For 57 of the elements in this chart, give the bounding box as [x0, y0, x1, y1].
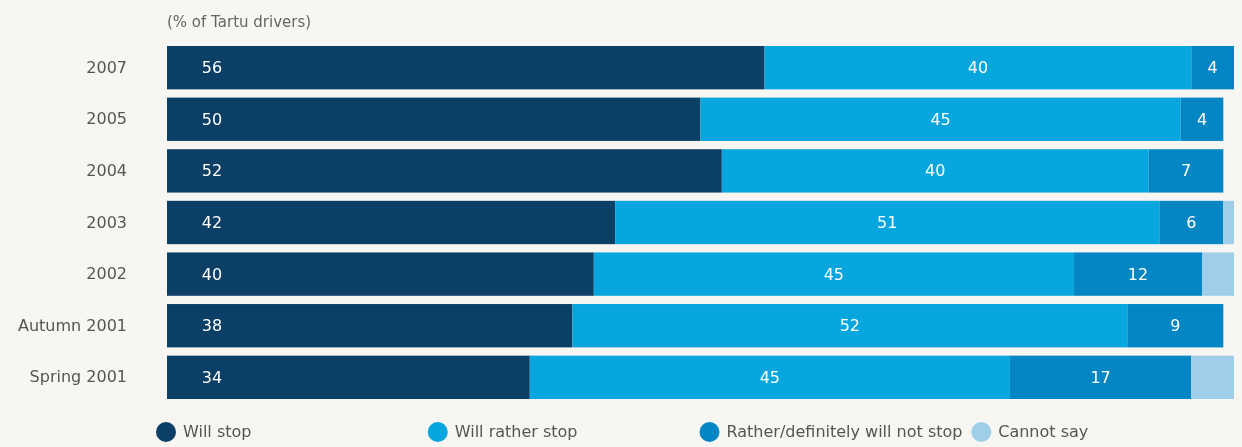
data-label: 45	[930, 109, 951, 129]
data-label: 7	[1180, 161, 1192, 181]
data-label: 34	[201, 367, 223, 387]
bar	[615, 200, 1160, 245]
bar	[593, 252, 1074, 296]
data-label: 12	[1127, 264, 1149, 284]
bar	[764, 46, 1192, 90]
bar	[1159, 200, 1224, 245]
chart-subtitle: (% of Tartu drivers)	[167, 13, 312, 31]
legend-label: Will stop	[183, 422, 252, 441]
y-tick-label: Autumn 2001	[17, 315, 127, 335]
bar	[1191, 355, 1234, 399]
bar	[1073, 252, 1202, 296]
bar	[167, 355, 530, 399]
data-label: 38	[201, 316, 223, 336]
y-tick-label: 2005	[86, 109, 127, 129]
bar	[167, 200, 616, 245]
data-label: 4	[1196, 109, 1208, 129]
y-tick-label: 2007	[86, 57, 127, 77]
bar	[721, 149, 1149, 193]
y-tick-label: 2002	[86, 264, 127, 284]
bar	[167, 149, 722, 193]
bar	[1009, 355, 1192, 399]
y-tick-label: 2004	[86, 161, 127, 181]
data-label: 9	[1170, 316, 1181, 336]
legend-label: Rather/definitely will not stop	[726, 422, 963, 441]
data-label: 51	[877, 213, 898, 233]
y-tick-label: Spring 2001	[29, 367, 127, 387]
bar	[167, 97, 701, 141]
bar	[1148, 149, 1224, 193]
bar	[167, 46, 765, 90]
bar	[167, 304, 573, 348]
data-label: 4	[1207, 58, 1218, 78]
data-label: 45	[823, 264, 845, 284]
bar	[1180, 97, 1224, 141]
legend-label: Cannot say	[998, 422, 1089, 441]
data-label: 52	[839, 316, 861, 336]
y-tick-label: 2003	[86, 212, 127, 232]
legend-label: Will rather stop	[454, 422, 578, 441]
data-label: 17	[1090, 367, 1111, 387]
bar	[529, 355, 1010, 399]
bar	[700, 97, 1181, 141]
bar	[1127, 304, 1224, 348]
data-label: 56	[201, 58, 223, 78]
data-label: 42	[201, 213, 223, 233]
bar	[1191, 46, 1234, 90]
bar	[1201, 252, 1234, 296]
data-label: 45	[759, 367, 781, 387]
data-label: 40	[201, 264, 223, 284]
data-label: 52	[201, 161, 223, 181]
bar	[167, 252, 594, 296]
bar	[572, 304, 1128, 348]
bar	[1223, 200, 1234, 245]
data-label: 40	[925, 161, 946, 181]
data-label: 6	[1186, 213, 1197, 233]
data-label: 40	[967, 58, 989, 78]
data-label: 50	[201, 109, 223, 129]
